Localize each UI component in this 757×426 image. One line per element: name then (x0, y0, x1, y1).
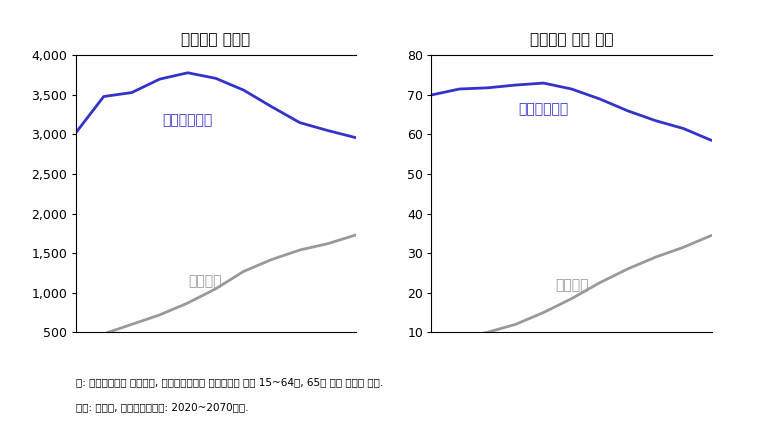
Text: 고령인구: 고령인구 (555, 278, 588, 292)
Title: 연령대별 인구 비중: 연령대별 인구 비중 (530, 32, 613, 47)
Text: 주: 중위시나리오 기준이며, 생산연령인구와 고령인구는 각각 15~64세, 65세 이상 인구를 뜻함.: 주: 중위시나리오 기준이며, 생산연령인구와 고령인구는 각각 15~64세,… (76, 377, 383, 387)
Text: 생산연령인구: 생산연령인구 (163, 113, 213, 127)
Text: 생산연령인구: 생산연령인구 (519, 102, 569, 116)
Text: 자료: 통계청, 「장래인구추계: 2020~2070년」.: 자료: 통계청, 「장래인구추계: 2020~2070년」. (76, 403, 248, 412)
Text: 고령인구: 고령인구 (188, 274, 221, 288)
Title: 연령대별 인구수: 연령대별 인구수 (181, 32, 251, 47)
